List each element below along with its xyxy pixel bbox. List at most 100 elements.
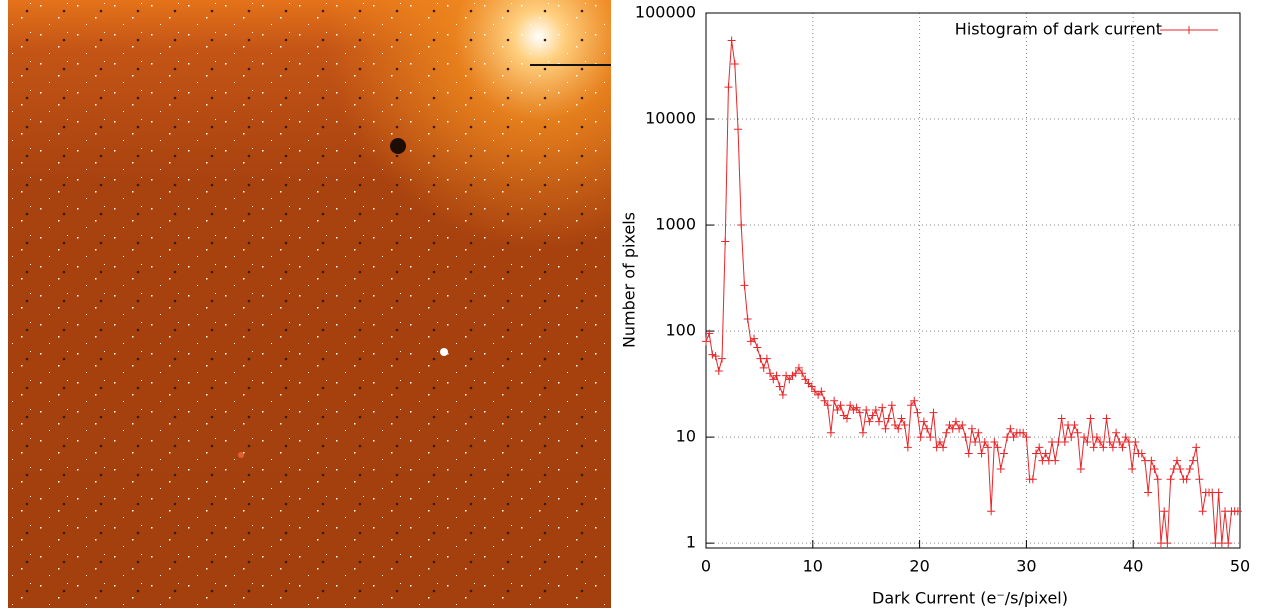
point-marker (1150, 465, 1159, 474)
point-marker (1028, 475, 1037, 484)
point-marker (842, 414, 851, 423)
point-marker (1182, 475, 1191, 484)
point-marker (724, 83, 733, 92)
point-marker (1076, 465, 1085, 474)
point-marker (1131, 437, 1140, 446)
point-marker (1115, 437, 1124, 446)
point-marker (778, 390, 787, 399)
point-marker (718, 354, 727, 363)
y-axis-label: Number of pixels (620, 212, 639, 348)
point-marker (1032, 449, 1041, 458)
point-marker (974, 428, 983, 437)
y-tick-label: 1000 (655, 215, 696, 234)
point-marker (987, 507, 996, 516)
image-spot (440, 348, 448, 356)
x-tick-label: 30 (1016, 557, 1036, 576)
point-marker (1192, 443, 1201, 452)
point-marker (1006, 424, 1015, 433)
point-marker (910, 396, 919, 405)
point-marker (1214, 488, 1223, 497)
point-marker (785, 375, 794, 384)
x-tick-label: 40 (1123, 557, 1143, 576)
point-marker (737, 221, 746, 230)
point-marker (993, 443, 1002, 452)
x-tick-label: 10 (803, 557, 823, 576)
point-marker (1060, 437, 1069, 446)
point-marker (1080, 433, 1089, 442)
point-marker (977, 449, 986, 458)
point-marker (1089, 443, 1098, 452)
point-marker (775, 382, 784, 391)
point-marker (814, 390, 823, 399)
point-marker (759, 363, 768, 372)
point-marker (999, 449, 1008, 458)
legend-marker (1185, 26, 1193, 34)
point-marker (798, 369, 807, 378)
point-marker (878, 403, 887, 412)
y-tick-label: 10000 (645, 109, 696, 128)
point-marker (1041, 449, 1050, 458)
image-specks (8, 0, 611, 608)
x-tick-label: 50 (1230, 557, 1250, 576)
point-marker (945, 421, 954, 430)
point-marker (1009, 433, 1018, 442)
point-marker (903, 443, 912, 452)
point-marker (1137, 449, 1146, 458)
point-marker (862, 406, 871, 415)
point-marker (961, 433, 970, 442)
point-marker (990, 437, 999, 446)
point-marker (996, 465, 1005, 474)
point-marker (794, 363, 803, 372)
point-marker (1147, 456, 1156, 465)
point-marker (894, 424, 903, 433)
point-marker (826, 428, 835, 437)
point-marker (1224, 539, 1233, 548)
point-marker (955, 424, 964, 433)
point-marker (951, 417, 960, 426)
point-marker (1108, 443, 1117, 452)
point-marker (1035, 443, 1044, 452)
x-axis-label: Dark Current (e⁻/s/pixel) (872, 589, 1068, 608)
point-marker (1102, 414, 1111, 423)
point-marker (958, 421, 967, 430)
x-tick-label: 0 (701, 557, 711, 576)
point-marker (1096, 437, 1105, 446)
point-marker (891, 421, 900, 430)
point-marker (852, 403, 861, 412)
point-marker (935, 437, 944, 446)
point-marker (1121, 433, 1130, 442)
point-marker (942, 428, 951, 437)
point-marker (858, 428, 867, 437)
point-marker (868, 411, 877, 420)
point-marker (1073, 428, 1082, 437)
point-marker (983, 443, 992, 452)
point-marker (884, 414, 893, 423)
point-marker (1160, 507, 1169, 516)
point-marker (830, 396, 839, 405)
point-marker (769, 375, 778, 384)
point-marker (926, 433, 935, 442)
point-marker (923, 424, 932, 433)
point-marker (1189, 456, 1198, 465)
point-marker (871, 406, 880, 415)
point-marker (875, 417, 884, 426)
point-marker (743, 315, 752, 324)
point-marker (1022, 433, 1031, 442)
plot-frame (705, 12, 1241, 549)
point-marker (753, 343, 762, 352)
point-marker (711, 352, 720, 361)
point-marker (971, 437, 980, 446)
point-marker (1105, 437, 1114, 446)
point-marker (734, 125, 743, 134)
point-marker (705, 329, 714, 338)
detector-image (8, 0, 611, 608)
point-marker (1070, 421, 1079, 430)
point-marker (801, 375, 810, 384)
point-marker (919, 417, 928, 426)
point-marker (820, 396, 829, 405)
point-marker (1099, 443, 1108, 452)
y-tick-label: 100000 (635, 3, 696, 22)
point-marker (1067, 433, 1076, 442)
point-marker (1092, 433, 1101, 442)
